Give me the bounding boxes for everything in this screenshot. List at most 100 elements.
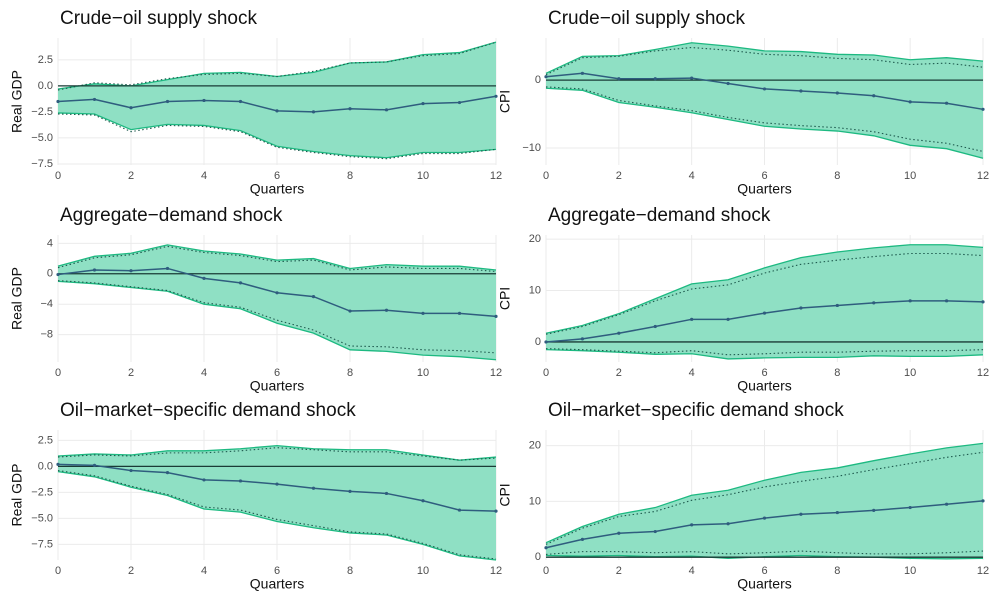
x-tick-label: 12	[977, 565, 989, 577]
band-edge	[545, 87, 984, 159]
band-edge	[545, 42, 984, 74]
x-tick-label: 10	[417, 565, 429, 577]
panel-title: Oil−market−specific demand shock	[60, 400, 356, 421]
x-axis-label: Quarters	[737, 576, 791, 592]
interval-line	[57, 470, 497, 560]
response-point	[202, 98, 206, 103]
y-tick-label: 0	[535, 551, 541, 563]
response-point	[348, 309, 352, 313]
y-axis-label: Real GDP	[9, 70, 25, 133]
y-tick-label: 2.5	[38, 54, 53, 66]
band-edge	[57, 112, 497, 159]
response-point	[348, 489, 352, 493]
panel-title: Aggregate−demand shock	[548, 205, 771, 226]
response-point	[311, 486, 316, 490]
response-point	[981, 107, 985, 111]
response-point	[311, 294, 316, 299]
interval-line	[57, 113, 497, 160]
x-tick-label: 8	[834, 170, 840, 182]
x-tick-label: 10	[417, 170, 429, 182]
y-tick-label: −5.0	[31, 132, 53, 144]
response-point	[494, 314, 498, 318]
x-tick-label: 6	[761, 170, 767, 182]
response-point	[421, 499, 425, 503]
response-point	[165, 99, 170, 104]
response-point	[384, 308, 389, 312]
x-tick-label: 0	[543, 565, 549, 577]
x-tick-label: 12	[490, 170, 502, 182]
y-tick-label: 0	[47, 268, 53, 280]
x-tick-label: 2	[616, 565, 622, 577]
y-axis-label: CPI	[497, 287, 513, 310]
x-tick-label: 2	[616, 367, 622, 379]
confidence-band	[546, 42, 983, 159]
response-point	[202, 276, 206, 280]
x-tick-label: 4	[201, 565, 207, 577]
response-point	[457, 508, 462, 512]
y-axis-label: Real GDP	[9, 463, 25, 526]
response-point	[726, 81, 730, 86]
y-tick-label: −2.5	[31, 486, 53, 498]
response-point	[835, 303, 839, 308]
x-tick-label: 6	[274, 170, 280, 182]
response-point	[690, 523, 694, 527]
interval-line	[57, 447, 497, 461]
interval-line	[545, 86, 984, 152]
x-tick-label: 8	[347, 565, 353, 577]
x-tick-label: 2	[128, 565, 134, 577]
interval-line	[57, 41, 497, 91]
x-tick-label: 8	[347, 170, 353, 182]
response-point	[421, 101, 425, 106]
y-tick-label: 20	[529, 440, 541, 452]
response-point	[580, 71, 585, 75]
x-tick-label: 2	[128, 367, 134, 379]
y-axis-label: Real GDP	[9, 267, 25, 330]
panel: 0 10 20 0 2 4 6 8 10 12 Oil−market−specific demand…	[497, 400, 989, 592]
response-point	[944, 502, 949, 506]
response-point	[726, 522, 730, 526]
y-tick-label: −8	[40, 329, 53, 341]
x-tick-label: 10	[904, 170, 916, 182]
y-tick-label: −4	[40, 298, 53, 310]
response-point	[908, 100, 912, 104]
response-point	[544, 75, 548, 79]
y-tick-label: 0.0	[38, 460, 53, 472]
response-point	[92, 463, 97, 467]
response-point	[457, 311, 462, 315]
response-point	[275, 482, 279, 486]
x-tick-label: 0	[543, 170, 549, 182]
panel-title: Aggregate−demand shock	[60, 205, 283, 226]
response-point	[908, 299, 912, 303]
response-point	[129, 269, 133, 273]
y-axis-label: CPI	[497, 483, 513, 506]
response-point	[799, 89, 803, 93]
y-tick-label: −7.5	[31, 538, 53, 550]
response-point	[617, 331, 621, 335]
interval-line	[545, 550, 984, 555]
response-point	[384, 491, 389, 496]
x-tick-label: 4	[689, 565, 695, 577]
band-edge	[57, 444, 497, 461]
x-axis-label: Quarters	[737, 378, 791, 394]
x-tick-label: 0	[55, 565, 61, 577]
response-point	[762, 516, 767, 520]
y-tick-label: 2.5	[38, 434, 53, 446]
response-point	[421, 311, 425, 315]
panel-title: Crude−oil supply shock	[60, 8, 257, 29]
response-point	[238, 281, 243, 285]
y-tick-label: 0	[535, 336, 541, 348]
response-point	[617, 77, 621, 81]
response-point	[690, 317, 694, 321]
band-edge	[545, 442, 984, 544]
response-point	[799, 306, 803, 310]
band-edge	[57, 244, 497, 271]
band-edge	[57, 470, 497, 561]
panel: −10 0 0 2 4 6 8 10 12 Crude−oil supply shock Quart…	[497, 8, 989, 197]
response-point	[165, 266, 170, 271]
response-point	[275, 109, 279, 113]
response-point	[56, 99, 60, 104]
x-tick-label: 12	[490, 565, 502, 577]
interval-line	[545, 46, 984, 76]
y-tick-label: −2.5	[31, 106, 53, 118]
